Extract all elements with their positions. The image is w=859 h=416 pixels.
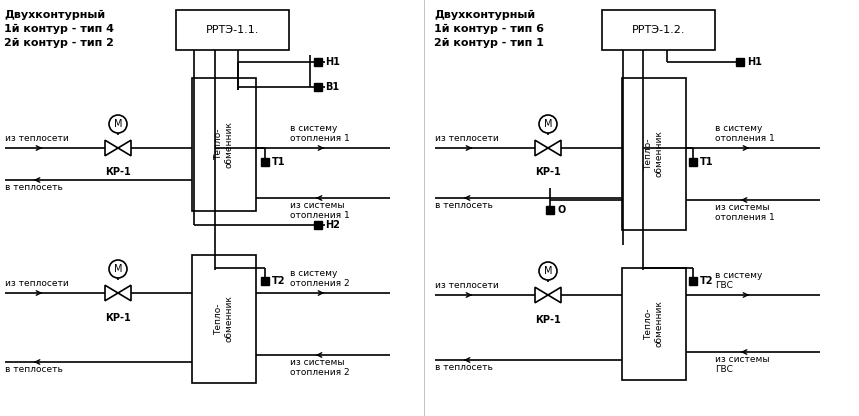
Bar (314, 221, 322, 229)
Text: Двухконтурный: Двухконтурный (434, 10, 535, 20)
Text: Т2: Т2 (700, 276, 714, 286)
Bar (622, 268, 686, 380)
Bar (314, 58, 322, 66)
Text: из системы
отопления 1: из системы отопления 1 (715, 203, 775, 223)
Text: Т2: Т2 (272, 276, 285, 286)
Polygon shape (548, 140, 561, 156)
Polygon shape (535, 140, 548, 156)
Bar (622, 78, 686, 230)
Polygon shape (535, 287, 548, 303)
Text: КР-1: КР-1 (105, 167, 131, 177)
Text: РРТЭ-1.2.: РРТЭ-1.2. (631, 25, 685, 35)
Text: О: О (557, 205, 565, 215)
Bar (192, 78, 256, 211)
Polygon shape (118, 140, 131, 156)
Text: в систему
отопления 1: в систему отопления 1 (715, 124, 775, 143)
Text: из системы
отопления 2: из системы отопления 2 (290, 358, 350, 377)
Text: М: М (544, 119, 552, 129)
Text: в систему
отопления 1: в систему отопления 1 (290, 124, 350, 143)
Text: 2й контур - тип 2: 2й контур - тип 2 (4, 38, 114, 48)
Text: Тепло-
обменник: Тепло- обменник (644, 301, 664, 347)
Circle shape (109, 115, 127, 133)
Bar (602, 10, 715, 50)
Circle shape (539, 115, 557, 133)
Text: Т1: Т1 (700, 157, 714, 167)
Polygon shape (548, 287, 561, 303)
Bar (261, 277, 269, 285)
Text: Т1: Т1 (272, 157, 285, 167)
Text: Тепло-
обменник: Тепло- обменник (214, 295, 234, 342)
Text: из системы
отопления 1: из системы отопления 1 (290, 201, 350, 220)
Text: в систему
отопления 2: в систему отопления 2 (290, 269, 350, 288)
Text: из системы
ГВС: из системы ГВС (715, 355, 770, 374)
Text: в теплосеть: в теплосеть (435, 201, 493, 210)
Text: в теплосеть: в теплосеть (5, 183, 63, 192)
Text: М: М (113, 119, 122, 129)
Polygon shape (105, 285, 118, 301)
Text: Тепло-
обменник: Тепло- обменник (214, 121, 234, 168)
Circle shape (109, 260, 127, 278)
Bar (314, 83, 322, 91)
Text: В1: В1 (325, 82, 339, 92)
Bar (689, 158, 697, 166)
Text: из теплосети: из теплосети (435, 134, 499, 143)
Text: Н1: Н1 (325, 57, 340, 67)
Text: в теплосеть: в теплосеть (435, 363, 493, 372)
Text: 2й контур - тип 1: 2й контур - тип 1 (434, 38, 544, 48)
Bar (736, 58, 744, 66)
Bar (176, 10, 289, 50)
Text: из теплосети: из теплосети (5, 134, 69, 143)
Text: Н2: Н2 (325, 220, 340, 230)
Text: Тепло-
обменник: Тепло- обменник (644, 131, 664, 178)
Text: М: М (544, 266, 552, 276)
Text: КР-1: КР-1 (535, 167, 561, 177)
Text: из теплосети: из теплосети (5, 279, 69, 288)
Bar (192, 255, 256, 383)
Text: в систему
ГВС: в систему ГВС (715, 270, 763, 290)
Bar (546, 206, 554, 214)
Text: из теплосети: из теплосети (435, 281, 499, 290)
Text: КР-1: КР-1 (535, 315, 561, 325)
Polygon shape (118, 285, 131, 301)
Text: М: М (113, 264, 122, 274)
Text: КР-1: КР-1 (105, 313, 131, 323)
Text: 1й контур - тип 4: 1й контур - тип 4 (4, 24, 114, 34)
Text: в теплосеть: в теплосеть (5, 365, 63, 374)
Circle shape (539, 262, 557, 280)
Polygon shape (105, 140, 118, 156)
Text: Н1: Н1 (747, 57, 762, 67)
Text: 1й контур - тип 6: 1й контур - тип 6 (434, 24, 544, 34)
Bar (689, 277, 697, 285)
Text: РРТЭ-1.1.: РРТЭ-1.1. (206, 25, 259, 35)
Text: Двухконтурный: Двухконтурный (4, 10, 105, 20)
Bar (261, 158, 269, 166)
